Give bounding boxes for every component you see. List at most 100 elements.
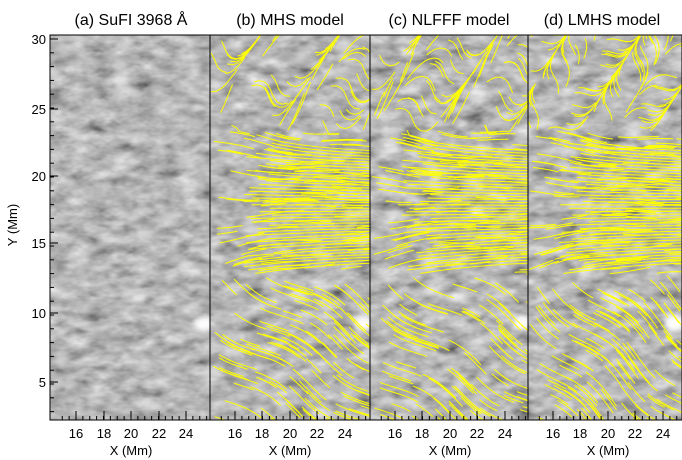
field-line: [251, 204, 372, 206]
field-line: [559, 364, 583, 378]
field-line: [605, 260, 641, 264]
field-line: [350, 90, 371, 103]
field-line: [557, 130, 593, 141]
field-line: [402, 187, 530, 192]
field-line: [536, 153, 582, 164]
field-line: [568, 334, 601, 352]
field-line: [413, 204, 530, 206]
field-line: [446, 83, 465, 102]
field-line: [664, 248, 682, 252]
field-line: [220, 84, 233, 113]
field-line: [428, 303, 463, 316]
field-line: [422, 374, 456, 399]
field-line: [380, 414, 397, 420]
field-line: [677, 234, 682, 236]
field-line: [637, 310, 658, 335]
field-line: [325, 35, 340, 50]
field-line: [517, 101, 530, 125]
field-line: [416, 245, 530, 254]
field-line: [656, 398, 682, 414]
field-line: [229, 131, 256, 138]
field-line: [267, 342, 300, 359]
field-line: [420, 95, 437, 115]
field-line: [479, 399, 498, 412]
field-line: [387, 245, 413, 254]
field-line: [597, 288, 630, 307]
field-line: [398, 311, 426, 326]
panel-title-d: (d) LMHS model: [544, 12, 660, 29]
field-line: [230, 170, 266, 178]
field-line: [412, 225, 530, 230]
field-line: [362, 46, 372, 58]
field-line: [374, 407, 404, 420]
field-line: [261, 260, 297, 264]
field-line: [535, 136, 557, 140]
field-line: [602, 292, 626, 305]
field-line: [257, 176, 372, 183]
field-line: [643, 302, 673, 339]
field-line: [599, 310, 630, 331]
field-line: [649, 152, 676, 156]
x-tick-label: 22: [470, 426, 484, 441]
field-line: [395, 141, 426, 150]
field-line: [521, 359, 530, 365]
field-lines: [528, 35, 682, 420]
field-line: [655, 142, 682, 146]
field-line: [407, 166, 530, 175]
field-line: [273, 245, 372, 254]
field-line: [514, 271, 530, 273]
field-line: [216, 230, 238, 235]
field-line: [366, 344, 372, 349]
field-line: [403, 35, 421, 52]
field-line: [288, 344, 307, 357]
field-line: [458, 375, 478, 395]
field-line: [248, 242, 372, 250]
field-line: [246, 211, 282, 218]
field-line: [415, 251, 530, 261]
field-line: [528, 86, 534, 129]
field-line: [548, 116, 589, 131]
field-line: [246, 156, 372, 166]
field-line: [394, 232, 430, 241]
panel-frame: [527, 34, 682, 421]
field-line: [585, 371, 617, 407]
field-line: [620, 385, 649, 415]
field-line: [440, 83, 466, 118]
field-line: [519, 269, 530, 271]
field-line: [451, 385, 483, 414]
field-line: [336, 179, 372, 185]
field-line: [519, 409, 530, 414]
field-line: [519, 205, 530, 207]
field-line: [444, 245, 481, 248]
field-line: [335, 230, 372, 236]
field-line: [627, 356, 658, 392]
field-line: [462, 310, 486, 325]
field-line: [642, 35, 646, 46]
field-line: [616, 358, 636, 384]
field-line: [612, 311, 647, 343]
field-line: [224, 400, 262, 419]
field-line: [340, 391, 370, 404]
field-line: [669, 252, 682, 255]
field-line: [335, 403, 372, 418]
field-line: [551, 355, 580, 371]
field-line: [614, 290, 651, 319]
field-line: [401, 314, 444, 333]
field-line: [601, 214, 628, 217]
field-line: [572, 213, 682, 216]
field-line: [343, 395, 372, 408]
field-line: [484, 124, 510, 135]
field-line: [396, 236, 442, 247]
field-line: [221, 280, 237, 296]
field-line: [265, 200, 372, 203]
field-line: [637, 138, 674, 140]
field-line: [664, 42, 682, 55]
field-line: [466, 39, 495, 56]
field-line: [650, 406, 677, 420]
field-line: [384, 249, 415, 260]
field-line: [560, 248, 682, 257]
field-line: [422, 190, 530, 195]
field-line: [304, 181, 336, 183]
field-line: [216, 225, 243, 229]
field-line: [572, 102, 597, 109]
